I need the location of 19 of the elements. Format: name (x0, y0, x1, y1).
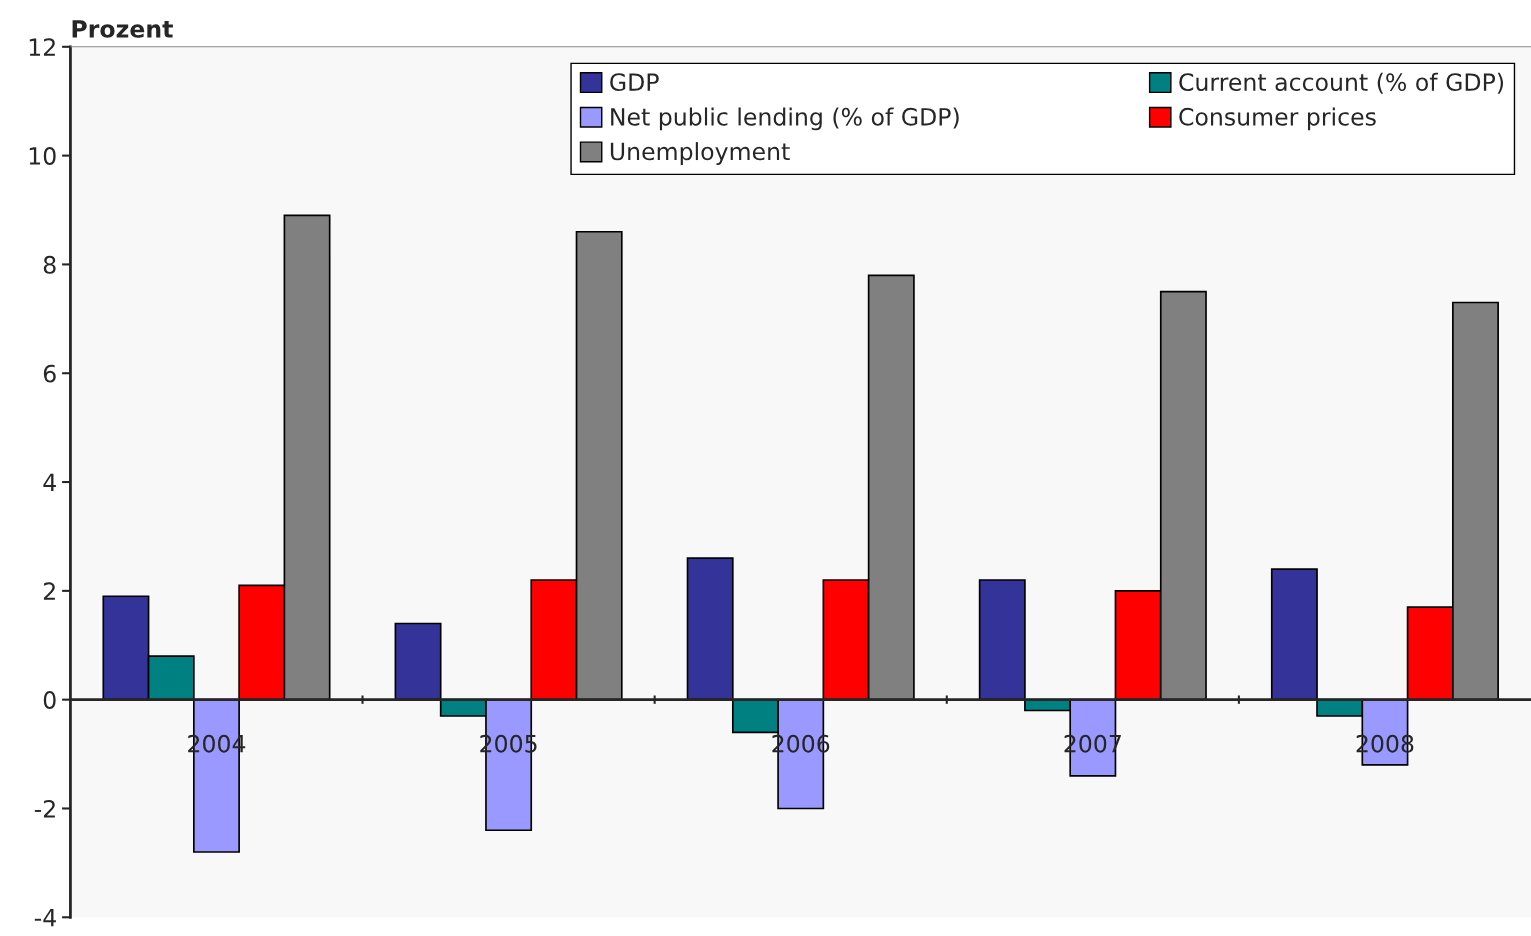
y-tick-label: 4 (43, 473, 56, 492)
legend-label: Current account (% of GDP) (1179, 72, 1504, 94)
y-tick-label: 8 (43, 255, 56, 274)
y-tick-label: -4 (34, 909, 56, 927)
bar (1270, 568, 1318, 701)
legend-label: Unemployment (610, 142, 790, 165)
y-tick-label: 6 (43, 364, 56, 383)
bar (978, 579, 1026, 701)
y-tick-label: 0 (43, 691, 56, 709)
legend-label: GDP (610, 73, 659, 92)
y-tick-label: -2 (34, 799, 55, 818)
y-tick-label: 2 (43, 582, 55, 600)
y-tick-label: 10 (29, 147, 56, 165)
y-axis-title: Prozent (72, 20, 173, 38)
bar (686, 557, 734, 701)
bar (394, 622, 442, 701)
legend-label: Net public lending (% of GDP) (611, 107, 959, 131)
y-tick-label: 12 (29, 38, 55, 56)
legend-label: Consumer prices (1179, 107, 1376, 131)
